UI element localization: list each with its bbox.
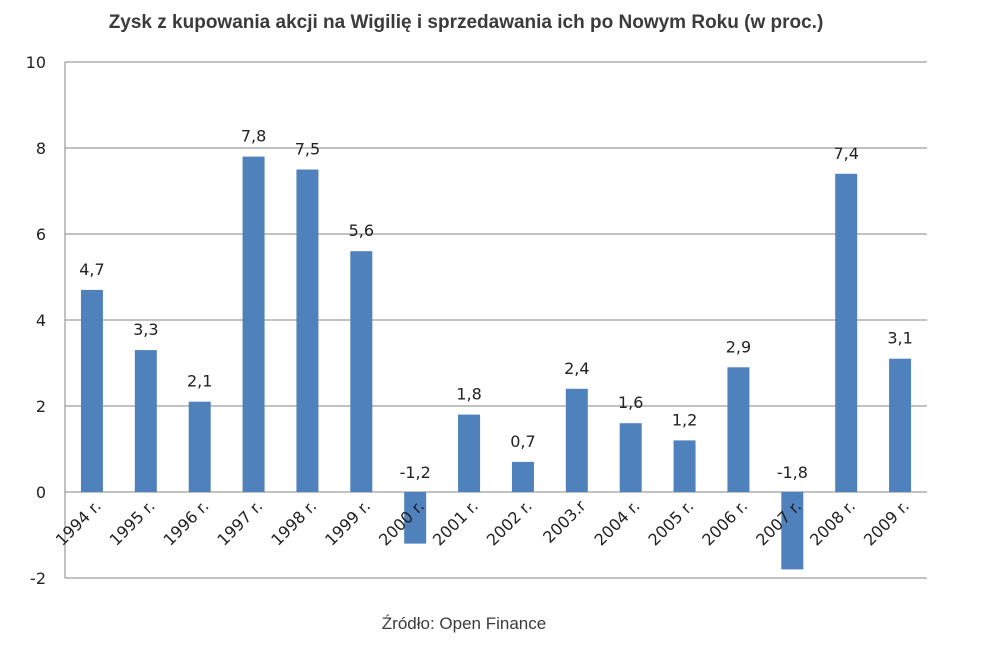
x-tick-label: 1998 r. bbox=[267, 496, 320, 549]
data-label: 3,1 bbox=[887, 329, 912, 348]
bar bbox=[889, 358, 912, 492]
data-label: 7,8 bbox=[241, 127, 266, 146]
bar bbox=[835, 173, 858, 493]
bar bbox=[188, 401, 211, 492]
data-label: 2,1 bbox=[187, 372, 212, 391]
data-label: -1,2 bbox=[400, 463, 431, 482]
y-axis-ticks: -2 0 2 4 6 8 10 bbox=[26, 53, 46, 588]
x-tick-label: 2004 r. bbox=[590, 496, 643, 549]
bar bbox=[673, 440, 696, 492]
bar bbox=[458, 414, 481, 492]
bar bbox=[134, 350, 157, 492]
data-label: 5,6 bbox=[349, 221, 374, 240]
y-tick-label: 8 bbox=[36, 139, 46, 158]
y-tick-label: 6 bbox=[36, 225, 46, 244]
data-labels: 4,7 3,3 2,1 7,8 7,5 5,6 -1,2 1,8 0,7 2,4 1,6 1,2 2,9… bbox=[79, 127, 913, 482]
data-label: 4,7 bbox=[79, 260, 104, 279]
data-label: 7,5 bbox=[295, 140, 320, 159]
bars bbox=[80, 156, 912, 570]
y-tick-label: 2 bbox=[36, 397, 46, 416]
data-label: 7,4 bbox=[833, 144, 858, 163]
bar bbox=[619, 423, 642, 492]
x-tick-label: 1999 r. bbox=[321, 496, 374, 549]
data-label: 1,2 bbox=[672, 410, 697, 429]
data-label: 2,9 bbox=[726, 337, 751, 356]
chart-title: Zysk z kupowania akcji na Wigilię i sprz… bbox=[108, 12, 824, 33]
data-label: 3,3 bbox=[133, 320, 158, 339]
x-tick-label: 2009 r. bbox=[860, 496, 913, 549]
bar bbox=[296, 169, 319, 492]
x-tick-label: 2003.r bbox=[539, 496, 590, 547]
data-label: 0,7 bbox=[510, 432, 535, 451]
x-tick-label: 1995 r. bbox=[106, 496, 159, 549]
y-tick-label: 0 bbox=[36, 483, 46, 502]
x-tick-label: 2001 r. bbox=[429, 496, 482, 549]
x-tick-label: 2002 r. bbox=[483, 496, 536, 549]
bar bbox=[350, 251, 373, 492]
x-tick-label: 1996 r. bbox=[159, 496, 212, 549]
y-tick-label: 10 bbox=[26, 53, 46, 72]
bar bbox=[511, 461, 534, 492]
bar bbox=[727, 367, 750, 492]
y-tick-label: 4 bbox=[36, 311, 46, 330]
data-label: 2,4 bbox=[564, 359, 589, 378]
bar bbox=[404, 492, 427, 544]
gridlines bbox=[64, 61, 927, 579]
x-tick-label: 1997 r. bbox=[213, 496, 266, 549]
data-label: 1,6 bbox=[618, 393, 643, 412]
x-tick-label: 1994 r. bbox=[52, 496, 105, 549]
x-tick-label: 2008 r. bbox=[806, 496, 859, 549]
source-note: Źródło: Open Finance bbox=[381, 614, 547, 633]
x-tick-label: 2005 r. bbox=[644, 496, 697, 549]
bar bbox=[565, 388, 588, 492]
bar bbox=[242, 156, 265, 492]
x-tick-label: 2006 r. bbox=[698, 496, 751, 549]
y-tick-label: -2 bbox=[30, 569, 46, 588]
bar bbox=[781, 492, 804, 570]
bar bbox=[80, 289, 103, 492]
data-label: 1,8 bbox=[456, 385, 481, 404]
data-label: -1,8 bbox=[777, 463, 808, 482]
